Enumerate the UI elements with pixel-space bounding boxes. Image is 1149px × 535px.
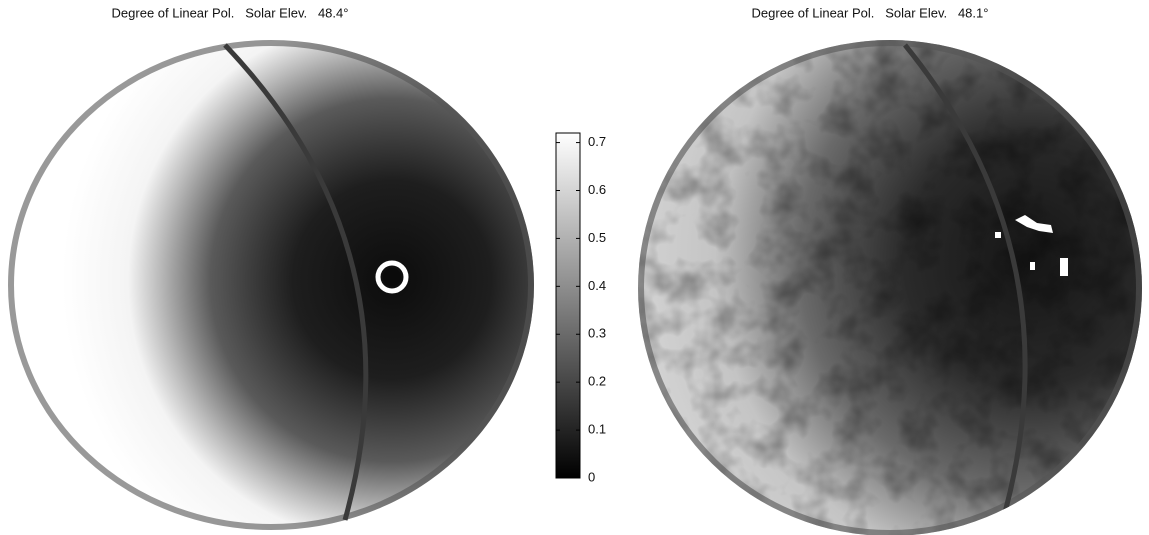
tick-label: 0.1 (588, 422, 606, 437)
tick-label: 0 (588, 469, 595, 484)
tick-label: 0.3 (588, 326, 606, 341)
tick-label: 0.5 (588, 230, 606, 245)
figure: Degree of Linear Pol. Solar Elev. 48.4° … (0, 0, 1149, 535)
tick-label: 0.6 (588, 182, 606, 197)
tick-label: 0.2 (588, 374, 606, 389)
left-image (8, 40, 534, 530)
right-image (630, 35, 1149, 535)
colorbar-scale (556, 133, 580, 478)
panel-title: Degree of Linear Pol. Solar Elev. 48.4° (112, 5, 349, 20)
tick-label: 0.4 (588, 278, 606, 293)
panel-title: Degree of Linear Pol. Solar Elev. 48.1° (752, 5, 989, 20)
tick-label: 0.7 (588, 134, 606, 149)
colorbar: 0 0.1 0.2 0.3 0.4 0.5 0.6 0.7 (556, 133, 606, 484)
page: Degree of Linear Pol. Solar Elev. 48.4° … (0, 0, 1149, 535)
